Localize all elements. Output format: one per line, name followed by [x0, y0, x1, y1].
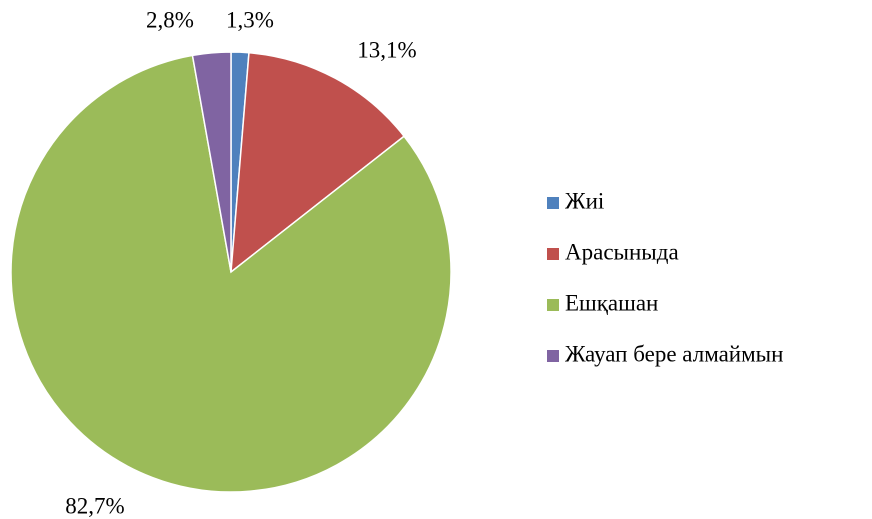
pie-slice: [10, 54, 452, 493]
legend-swatch: [547, 299, 559, 311]
legend-swatch: [547, 248, 559, 260]
legend-swatch: [547, 197, 559, 209]
legend-label: Жауап бере алмаймын: [565, 341, 783, 366]
legend-swatch: [547, 350, 559, 362]
data-label: 13,1%: [357, 37, 416, 62]
legend-label: Арасыныда: [565, 239, 679, 264]
data-label: 82,7%: [65, 493, 124, 518]
legend-label: Жиі: [565, 188, 604, 213]
data-label: 1,3%: [226, 7, 274, 32]
legend-label: Ешқашан: [565, 290, 658, 315]
pie-slice: [191, 51, 232, 273]
data-label: 2,8%: [146, 7, 194, 32]
pie-slice: [230, 51, 406, 274]
